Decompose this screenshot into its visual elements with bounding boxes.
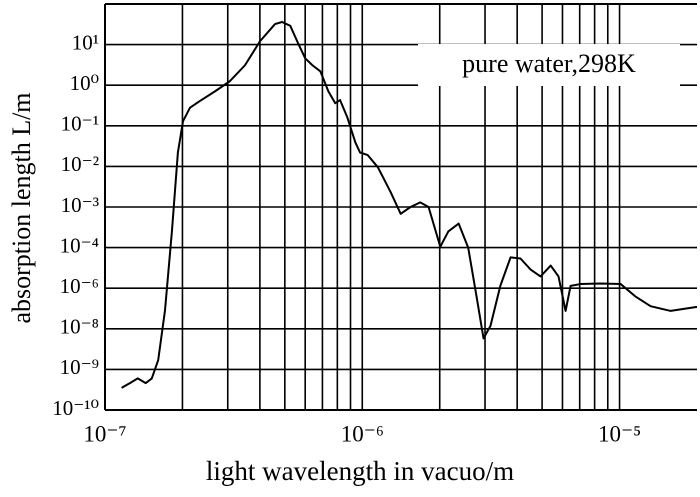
annotation-box	[418, 44, 680, 86]
x-tick-label: 10⁻⁶	[341, 421, 384, 446]
y-tick-label: 10⁻¹	[61, 112, 99, 136]
y-tick-label: 10¹	[72, 30, 99, 54]
x-tick-label: 10⁻⁷	[83, 421, 126, 446]
annotation: pure water,298K	[462, 49, 636, 78]
y-axis-label: absorption length L/m	[7, 92, 36, 323]
y-tick-label: 10⁻²	[61, 152, 99, 176]
y-tick-label: 10⁻⁶	[60, 274, 99, 298]
y-tick-label: 10⁻⁹	[60, 355, 99, 379]
x-axis-label: light wavelength in vacuo/m	[206, 456, 514, 486]
y-tick-label: 10⁻¹⁰	[52, 396, 99, 420]
y-tick-label: 10⁰	[70, 71, 99, 95]
x-tick-label: 10⁻⁵	[598, 421, 641, 446]
y-tick-label: 10⁻⁴	[60, 233, 99, 257]
y-tick-label: 10⁻⁸	[60, 315, 99, 339]
y-tick-label: 10⁻³	[61, 193, 99, 217]
data-line	[121, 21, 698, 389]
